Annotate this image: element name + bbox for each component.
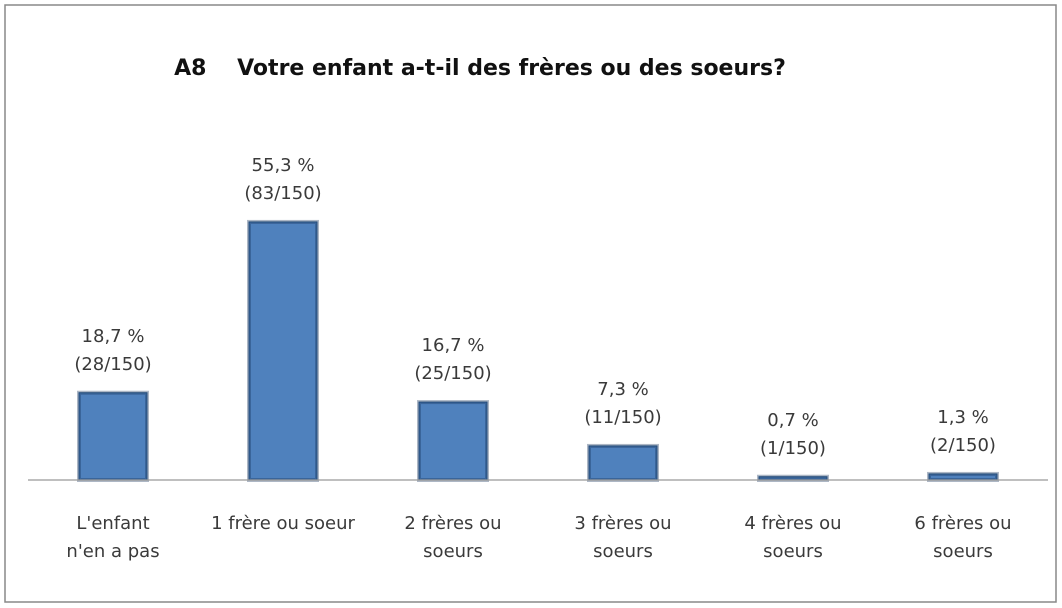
x-tick-label: 2 frères ou soeurs	[404, 513, 502, 562]
x-tick-label: L'enfant n'en a pas	[66, 513, 160, 562]
value-label: 0,7 % (1/150)	[760, 409, 826, 459]
value-label: 16,7 % (25/150)	[414, 335, 492, 385]
bar	[588, 445, 658, 481]
value-label: 55,3 % (83/150)	[244, 154, 322, 204]
chart-border	[4, 4, 1057, 603]
chart-title: A8 Votre enfant a-t-il des frères ou des…	[174, 56, 786, 81]
x-tick-label: 6 frères ou soeurs	[914, 513, 1012, 562]
bar	[248, 221, 318, 481]
x-tick-label: 4 frères ou soeurs	[744, 513, 842, 562]
value-label: 18,7 % (28/150)	[74, 325, 152, 375]
bar	[418, 401, 488, 481]
x-tick-label: 1 frère ou soeur	[211, 513, 355, 534]
value-label: 7,3 % (11/150)	[584, 378, 662, 428]
value-label: 1,3 % (2/150)	[930, 406, 996, 456]
x-tick-label: 3 frères ou soeurs	[574, 513, 672, 562]
bar	[78, 392, 148, 481]
